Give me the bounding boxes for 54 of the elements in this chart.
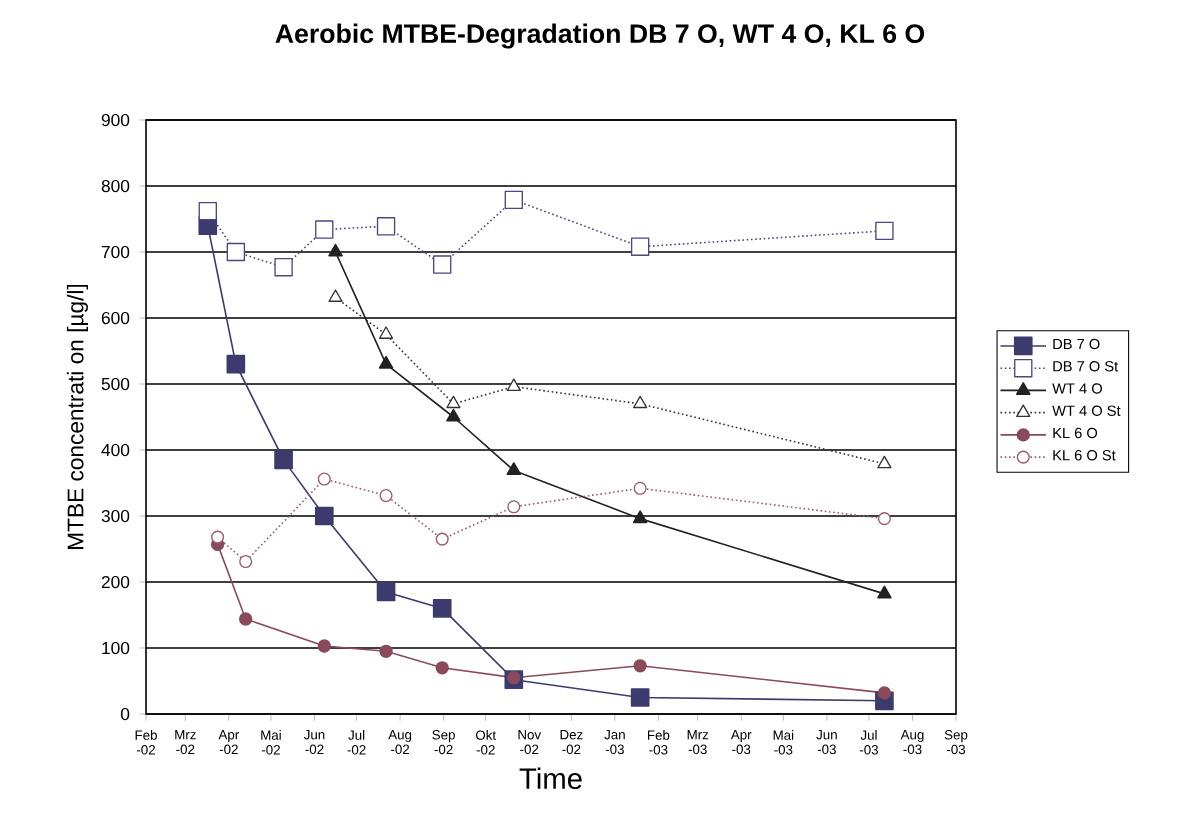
point	[507, 500, 521, 514]
y-tick-label: 800	[101, 179, 130, 193]
point	[239, 555, 253, 569]
point	[378, 326, 394, 339]
point	[239, 612, 253, 626]
point	[211, 530, 225, 544]
y-tick-label: 700	[101, 245, 130, 259]
point	[379, 489, 393, 503]
point	[432, 599, 452, 618]
y-tick-label: 900	[101, 113, 130, 127]
x-axis-title: Time	[519, 767, 582, 790]
point	[633, 395, 648, 409]
point	[317, 639, 331, 653]
point	[328, 243, 343, 257]
point	[633, 659, 647, 673]
point	[435, 532, 449, 546]
point	[630, 237, 650, 256]
y-tick-label: 400	[101, 443, 130, 457]
point	[274, 257, 293, 277]
point	[314, 506, 334, 526]
y-axis-title: MTBE concentrati on [µg/l]	[66, 284, 88, 549]
point	[446, 395, 461, 409]
point	[630, 688, 650, 707]
point	[877, 686, 892, 700]
point	[315, 220, 334, 239]
y-tick-label: 0	[120, 707, 130, 721]
y-tick-label: 600	[101, 311, 130, 325]
point	[274, 450, 293, 470]
point	[379, 644, 393, 658]
point	[226, 354, 246, 374]
point	[435, 661, 449, 675]
y-tick-label: 500	[101, 377, 130, 391]
point	[506, 462, 522, 475]
point	[198, 201, 217, 221]
point	[376, 217, 396, 236]
point	[317, 472, 331, 486]
chart-title: Aerobic MTBE-Degradation DB 7 O, WT 4 O, KL 6 O	[275, 23, 925, 49]
y-tick-label: 100	[102, 641, 130, 655]
point	[877, 512, 891, 526]
point	[504, 190, 524, 210]
y-tick-label: 300	[101, 509, 130, 523]
point	[376, 582, 396, 602]
y-tick-label: 200	[101, 575, 130, 589]
point	[632, 510, 648, 524]
point	[877, 455, 892, 469]
point	[877, 585, 892, 599]
point	[875, 221, 894, 241]
point	[506, 378, 521, 392]
point	[446, 408, 461, 422]
point	[328, 289, 343, 302]
point	[226, 242, 246, 262]
point	[378, 355, 394, 369]
point	[633, 481, 647, 495]
point	[433, 255, 452, 274]
